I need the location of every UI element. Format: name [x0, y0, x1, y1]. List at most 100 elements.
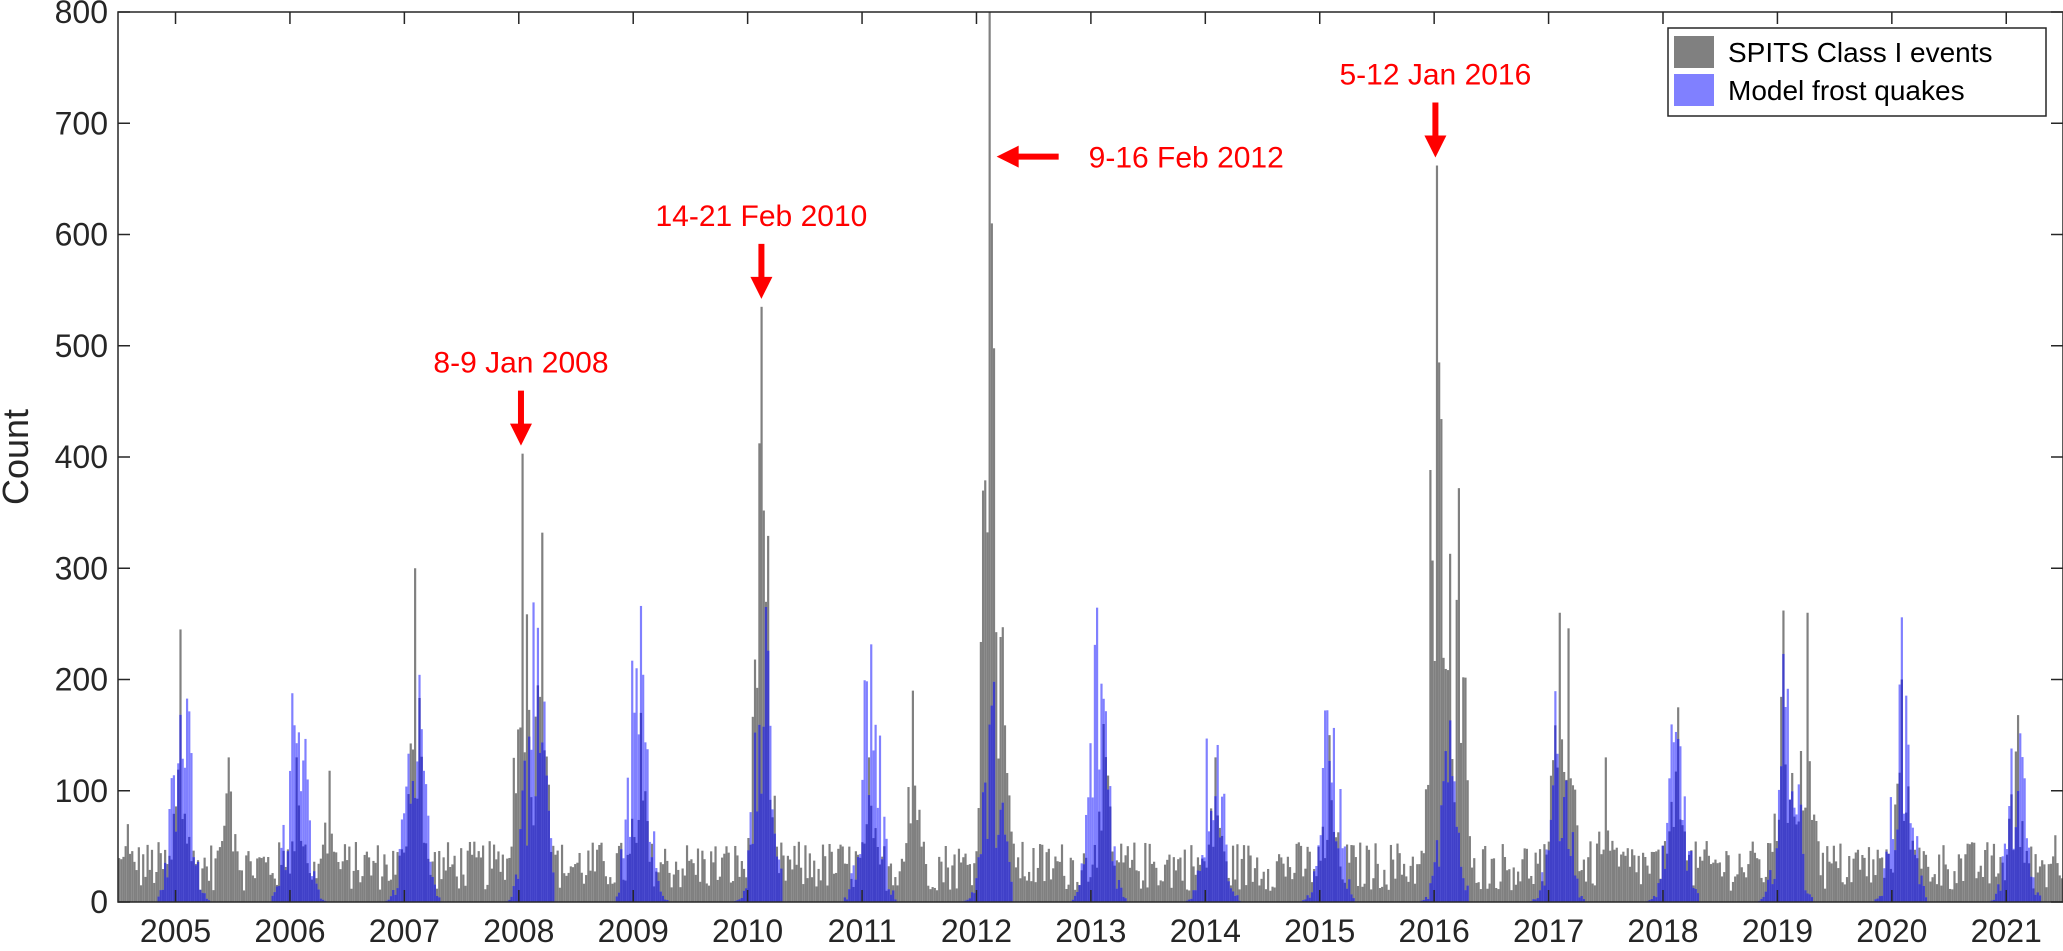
overlap-bar [1567, 849, 1570, 902]
spits-bar [492, 844, 496, 902]
spits-bar [1532, 884, 1535, 902]
overlap-bar [1093, 844, 1096, 902]
model-bar [624, 819, 627, 902]
spits-bar [126, 824, 129, 903]
overlap-bar [1341, 879, 1344, 902]
spits-bar [317, 863, 320, 902]
spits-bar [1747, 864, 1750, 902]
x-tick-label: 2019 [1742, 913, 1813, 949]
spits-bar [920, 846, 923, 902]
overlap-bar [769, 799, 772, 902]
spits-bar [1613, 849, 1616, 902]
spits-bar [1372, 878, 1375, 902]
overlap-bar [870, 805, 873, 902]
spits-bar [1560, 739, 1564, 902]
spits-bar [1157, 885, 1160, 902]
spits-bar [1017, 857, 1020, 902]
spits-bar [1308, 851, 1311, 902]
spits-bar [1927, 866, 1930, 902]
spits-bar [466, 850, 469, 902]
overlap-bar [427, 858, 430, 902]
overlap-bar [628, 853, 632, 902]
spits-bar [1271, 886, 1274, 902]
spits-bar [1418, 864, 1421, 902]
spits-bar [1273, 887, 1276, 902]
overlap-bar [510, 896, 513, 902]
spits-bar [587, 850, 590, 902]
overlap-bar [192, 857, 195, 902]
spits-bar [1773, 813, 1776, 902]
spits-bar [128, 853, 132, 902]
spits-bar [1389, 844, 1393, 902]
spits-bar [2036, 872, 2039, 902]
spits-bar [1416, 864, 1419, 902]
overlap-bar [1109, 806, 1112, 902]
spits-bar [1949, 888, 1952, 902]
spits-bar [376, 845, 379, 902]
spits-bar [1383, 869, 1386, 902]
model-bar [405, 786, 408, 902]
spits-bar [1753, 852, 1757, 902]
overlap-bar [2036, 892, 2039, 902]
spits-bar [1628, 866, 1632, 902]
overlap-bar [1212, 846, 1215, 902]
overlap-bar [280, 864, 283, 902]
spits-bar [1604, 757, 1607, 903]
spits-bar [1508, 869, 1511, 902]
spits-bar [887, 866, 890, 902]
spits-bar [1242, 845, 1246, 902]
spits-bar [810, 877, 814, 902]
spits-bar [1646, 865, 1649, 902]
spits-bar [756, 687, 759, 902]
spits-bar [690, 859, 693, 902]
spits-bar [1150, 863, 1154, 902]
spits-bar [1699, 856, 1702, 902]
model-bar [1326, 710, 1329, 902]
spits-bar [1751, 841, 1754, 902]
spits-bar [600, 842, 603, 902]
overlap-bar [161, 889, 165, 902]
spits-bar [2054, 835, 2057, 902]
spits-bar [1642, 852, 1645, 902]
spits-bar [1063, 875, 1066, 902]
spits-bar [1876, 849, 1879, 902]
spits-bar [1058, 861, 1061, 902]
overlap-bar [738, 899, 741, 902]
overlap-bar [1808, 894, 1811, 902]
spits-bar [210, 845, 213, 902]
model-bar [653, 831, 656, 902]
spits-bar [617, 845, 621, 902]
spits-bar [2014, 751, 2017, 902]
spits-bar [1631, 849, 1634, 902]
overlap-bar [1330, 800, 1333, 902]
overlap-bar [885, 890, 888, 902]
spits-bar [1512, 867, 1515, 902]
overlap-bar [1896, 829, 1899, 902]
x-tick-label: 2011 [828, 913, 897, 949]
overlap-bar [1534, 899, 1537, 902]
overlap-bar [1793, 816, 1796, 902]
spits-bar [1598, 831, 1601, 902]
spits-bar [1587, 857, 1590, 902]
overlap-bar [1442, 781, 1445, 902]
spits-bar [1734, 876, 1737, 902]
overlap-bar [1199, 870, 1202, 902]
spits-bar [1506, 870, 1509, 902]
overlap-bar [181, 819, 184, 902]
spits-bar [460, 848, 463, 902]
spits-bar [1435, 165, 1439, 902]
spits-bar [330, 833, 333, 902]
overlap-bar [409, 803, 412, 902]
spits-bar [1938, 854, 1941, 902]
overlap-bar [1549, 819, 1553, 902]
spits-bar [1652, 851, 1656, 902]
overlap-bar [541, 742, 544, 902]
spits-bar [797, 841, 800, 902]
spits-bar [1767, 843, 1770, 902]
spits-bar [1933, 874, 1936, 902]
spits-bar [907, 787, 910, 902]
spits-bar [1256, 857, 1259, 902]
overlap-bar [657, 880, 660, 902]
spits-bar [339, 869, 342, 902]
spits-bar [813, 860, 816, 902]
